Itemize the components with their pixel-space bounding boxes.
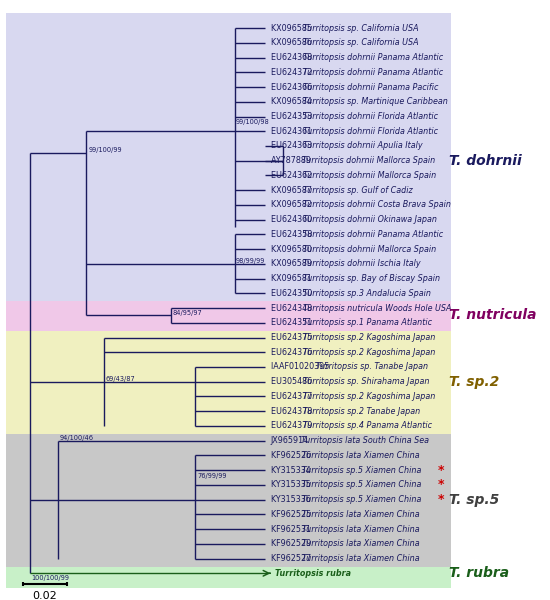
Text: Turritopsis dohrnii Florida Atlantic: Turritopsis dohrnii Florida Atlantic [303, 127, 438, 136]
Text: KX096580: KX096580 [271, 245, 314, 254]
Text: KX096586: KX096586 [271, 38, 314, 47]
Text: *: * [438, 493, 444, 506]
Bar [6, 301, 451, 331]
Text: EU624351: EU624351 [271, 318, 315, 327]
Text: AY787889: AY787889 [271, 156, 313, 165]
Text: Turritopsis dohrnii Apulia Italy: Turritopsis dohrnii Apulia Italy [303, 142, 423, 151]
Text: Turritopsis dohrnii Mallorca Spain: Turritopsis dohrnii Mallorca Spain [303, 171, 437, 180]
Text: Turritopsis sp. Shirahama Japan: Turritopsis sp. Shirahama Japan [303, 377, 430, 386]
Text: T. sp.5: T. sp.5 [449, 493, 499, 506]
Text: Turritopsis dohrnii Mallorca Spain: Turritopsis dohrnii Mallorca Spain [303, 245, 436, 254]
Text: KX096589: KX096589 [271, 259, 314, 268]
Text: Turritopsis sp. Gulf of Cadiz: Turritopsis sp. Gulf of Cadiz [303, 185, 413, 194]
Text: KX096581: KX096581 [271, 274, 314, 283]
Text: 98/99/99: 98/99/99 [236, 258, 265, 264]
Text: Turritopsis sp.2 Kagoshima Japan: Turritopsis sp.2 Kagoshima Japan [303, 348, 436, 357]
Text: 99/100/99: 99/100/99 [89, 148, 122, 154]
Text: EU624350: EU624350 [271, 289, 315, 298]
Text: T. dohrnii: T. dohrnii [449, 154, 521, 168]
Text: EU624348: EU624348 [271, 304, 314, 313]
Text: Turritopsis sp.5 Xiamen China: Turritopsis sp.5 Xiamen China [302, 466, 421, 475]
Text: KF962527: KF962527 [271, 554, 314, 563]
Text: Turritopsis nutricula Woods Hole USA: Turritopsis nutricula Woods Hole USA [303, 304, 452, 313]
Bar [6, 566, 451, 588]
Text: Turritopsis sp. Tanabe Japan: Turritopsis sp. Tanabe Japan [316, 362, 428, 371]
Text: KY315335: KY315335 [271, 481, 313, 490]
Text: EU624376: EU624376 [271, 348, 315, 357]
Text: EU624358: EU624358 [271, 230, 315, 239]
Text: Turritopsis dohrnii Okinawa Japan: Turritopsis dohrnii Okinawa Japan [303, 215, 437, 224]
Text: Turritopsis sp.5 Xiamen China: Turritopsis sp.5 Xiamen China [302, 495, 421, 504]
Text: Turritopsis sp.2 Kagoshima Japan: Turritopsis sp.2 Kagoshima Japan [303, 333, 436, 342]
Text: Turritopsis sp.5 Xiamen China: Turritopsis sp.5 Xiamen China [302, 481, 421, 490]
Bar [6, 434, 451, 566]
Text: KX096584: KX096584 [271, 97, 314, 106]
Text: EU624377: EU624377 [271, 392, 315, 401]
Text: KX096585: KX096585 [271, 23, 314, 32]
Text: Turritopsis lata Xiamen China: Turritopsis lata Xiamen China [302, 451, 420, 460]
Text: Turritopsis dohrnii Panama Atlantic: Turritopsis dohrnii Panama Atlantic [303, 230, 443, 239]
Text: Turritopsis lata South China Sea: Turritopsis lata South China Sea [301, 436, 429, 445]
Text: *: * [438, 464, 444, 476]
Text: EU624360: EU624360 [271, 215, 314, 224]
Bar [6, 13, 451, 301]
Text: Turritopsis sp.2 Tanabe Japan: Turritopsis sp.2 Tanabe Japan [303, 407, 420, 416]
Text: KY315334: KY315334 [271, 466, 313, 475]
Text: *: * [438, 478, 444, 491]
Text: Turritopsis sp.2 Kagoshima Japan: Turritopsis sp.2 Kagoshima Japan [303, 392, 436, 401]
Text: EU305486: EU305486 [271, 377, 314, 386]
Text: Turritopsis sp. California USA: Turritopsis sp. California USA [303, 23, 419, 32]
Text: 69/43/87: 69/43/87 [106, 376, 136, 382]
Text: KX096587: KX096587 [271, 185, 314, 194]
Text: KF962531: KF962531 [271, 524, 313, 533]
Text: EU624361: EU624361 [271, 127, 314, 136]
Text: T. sp.2: T. sp.2 [449, 375, 499, 389]
Text: EU624372: EU624372 [271, 68, 315, 77]
Text: Turritopsis dohrnii Panama Atlantic: Turritopsis dohrnii Panama Atlantic [303, 68, 443, 77]
Text: Turritopsis dohrnii Panama Atlantic: Turritopsis dohrnii Panama Atlantic [303, 53, 443, 62]
Text: Turritopsis sp. Martinique Caribbean: Turritopsis sp. Martinique Caribbean [303, 97, 448, 106]
Text: T. rubra: T. rubra [449, 566, 509, 580]
Text: KY315336: KY315336 [271, 495, 313, 504]
Text: Turritopsis dohrnii Florida Atlantic: Turritopsis dohrnii Florida Atlantic [303, 112, 438, 121]
Text: Turritopsis lata Xiamen China: Turritopsis lata Xiamen China [302, 524, 420, 533]
Text: JX965914: JX965914 [271, 436, 311, 445]
Text: 84/95/97: 84/95/97 [172, 310, 202, 316]
Text: EU624378: EU624378 [271, 407, 315, 416]
Text: Turritopsis lata Xiamen China: Turritopsis lata Xiamen China [302, 510, 420, 519]
Text: IAAF01020395: IAAF01020395 [271, 362, 332, 371]
Text: EU624379: EU624379 [271, 421, 315, 430]
Text: Turritopsis sp.1 Panama Atlantic: Turritopsis sp.1 Panama Atlantic [303, 318, 432, 327]
Text: EU624375: EU624375 [271, 333, 315, 342]
Text: Turritopsis dohrnii Mallorca Spain: Turritopsis dohrnii Mallorca Spain [302, 156, 436, 165]
Text: T. nutricula: T. nutricula [449, 308, 536, 322]
Text: Turritopsis lata Xiamen China: Turritopsis lata Xiamen China [302, 554, 420, 563]
Text: Turritopsis sp. Bay of Biscay Spain: Turritopsis sp. Bay of Biscay Spain [303, 274, 440, 283]
Text: Turritopsis rubra: Turritopsis rubra [275, 569, 351, 578]
Text: 94/100/46: 94/100/46 [60, 435, 94, 441]
Text: 99/100/98: 99/100/98 [236, 119, 270, 125]
Text: KF962529: KF962529 [271, 539, 314, 548]
Text: EU624353: EU624353 [271, 112, 315, 121]
Text: EU624368: EU624368 [271, 53, 314, 62]
Text: Turritopsis lata Xiamen China: Turritopsis lata Xiamen China [302, 539, 420, 548]
Text: Turritopsis dohrnii Panama Pacific: Turritopsis dohrnii Panama Pacific [303, 83, 438, 92]
Text: Turritopsis sp.3 Andalucia Spain: Turritopsis sp.3 Andalucia Spain [303, 289, 431, 298]
Text: KX096582: KX096582 [271, 200, 314, 209]
Text: 0.02: 0.02 [32, 590, 57, 600]
Bar [6, 331, 451, 434]
Text: 100/100/99: 100/100/99 [32, 575, 70, 581]
Text: EU624362: EU624362 [271, 171, 315, 180]
Text: Turritopsis dohrnii Ischia Italy: Turritopsis dohrnii Ischia Italy [303, 259, 421, 268]
Text: Turritopsis sp.4 Panama Atlantic: Turritopsis sp.4 Panama Atlantic [303, 421, 432, 430]
Text: KF962525: KF962525 [271, 510, 314, 519]
Text: EU624363: EU624363 [271, 142, 314, 151]
Text: KF962526: KF962526 [271, 451, 314, 460]
Text: 76/99/99: 76/99/99 [197, 473, 227, 479]
Text: Turritopsis dohrnii Costa Brava Spain: Turritopsis dohrnii Costa Brava Spain [303, 200, 451, 209]
Text: Turritopsis sp. California USA: Turritopsis sp. California USA [303, 38, 419, 47]
Text: EU624366: EU624366 [271, 83, 314, 92]
